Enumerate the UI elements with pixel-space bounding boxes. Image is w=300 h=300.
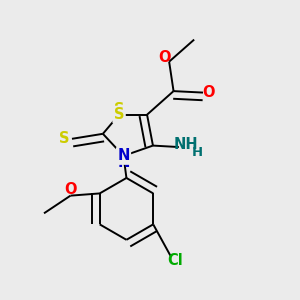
Text: H: H [191,146,203,159]
Text: O: O [64,182,77,197]
Text: S: S [59,131,70,146]
Text: Cl: Cl [167,253,183,268]
Text: S: S [114,102,124,117]
Text: S: S [114,107,124,122]
Text: O: O [158,50,171,65]
Text: N: N [117,155,130,170]
Text: NH: NH [174,137,199,152]
Text: N: N [117,148,130,164]
Text: O: O [202,85,214,100]
